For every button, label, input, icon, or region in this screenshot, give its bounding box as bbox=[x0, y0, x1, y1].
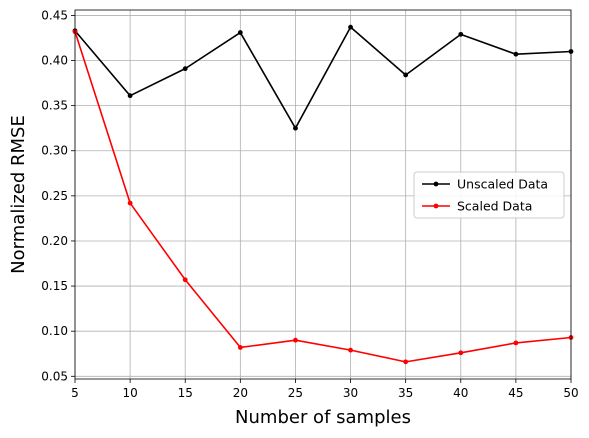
data-point-scaled-data bbox=[182, 277, 188, 283]
data-point-unscaled-data bbox=[403, 72, 409, 78]
y-tick-label: 0.10 bbox=[41, 324, 68, 338]
x-axis-label: Number of samples bbox=[235, 407, 411, 428]
grid bbox=[74, 10, 572, 379]
legend: Unscaled Data Scaled Data bbox=[413, 171, 565, 219]
y-tick-label: 0.40 bbox=[41, 54, 68, 68]
data-point-scaled-data bbox=[293, 337, 298, 343]
data-point-unscaled-data bbox=[127, 93, 133, 99]
x-tick-label: 30 bbox=[343, 386, 358, 400]
x-tick-label: 25 bbox=[288, 386, 303, 400]
legend-label: Scaled Data bbox=[457, 199, 532, 214]
x-tick-label: 35 bbox=[398, 386, 413, 400]
ticks: 5 10 15 20 25 30 35 40 45 50 0.05 0.10 0.15 0.20 0.25 0… bbox=[41, 8, 578, 400]
y-tick-label: 0.20 bbox=[41, 234, 68, 248]
data-point-unscaled-data bbox=[182, 66, 188, 72]
legend-box bbox=[413, 171, 565, 219]
data-point-unscaled-data bbox=[293, 125, 298, 131]
y-tick-label: 0.35 bbox=[41, 99, 68, 113]
data-point-scaled-data bbox=[127, 200, 133, 206]
data-point-unscaled-data bbox=[348, 24, 353, 30]
series-line-scaled-data bbox=[74, 31, 572, 363]
x-tick-label: 45 bbox=[508, 386, 523, 400]
x-tick-label: 20 bbox=[233, 386, 248, 400]
data-point-unscaled-data bbox=[237, 30, 243, 35]
data-point-scaled-data bbox=[458, 350, 464, 356]
x-tick-label: 5 bbox=[71, 386, 79, 400]
series-line-unscaled-data bbox=[74, 26, 572, 129]
legend-label: Unscaled Data bbox=[457, 177, 548, 192]
y-tick-label: 0.30 bbox=[41, 144, 68, 158]
data-point-scaled-data bbox=[348, 347, 353, 353]
data-point-unscaled-data bbox=[513, 51, 519, 57]
data-point-scaled-data bbox=[403, 359, 409, 365]
y-tick-label: 0.15 bbox=[41, 279, 68, 293]
x-tick-label: 15 bbox=[178, 386, 193, 400]
plot-frame bbox=[74, 9, 572, 380]
data-point-scaled-data bbox=[513, 340, 519, 346]
x-tick-label: 50 bbox=[563, 386, 578, 400]
x-tick-label: 10 bbox=[122, 386, 137, 400]
legend-item-scaled-data: Scaled Data bbox=[422, 199, 532, 214]
y-axis-label: Normalized RMSE bbox=[8, 115, 29, 274]
y-tick-label: 0.45 bbox=[41, 8, 68, 22]
legend-item-unscaled-data: Unscaled Data bbox=[422, 177, 548, 192]
legend-swatch-marker bbox=[433, 181, 439, 187]
series-unscaled-data bbox=[72, 24, 574, 131]
x-tick-label: 40 bbox=[453, 386, 468, 400]
y-tick-label: 0.05 bbox=[41, 369, 68, 383]
y-tick-label: 0.25 bbox=[41, 189, 68, 203]
data-point-unscaled-data bbox=[458, 31, 464, 37]
data-point-scaled-data bbox=[237, 345, 243, 350]
legend-swatch-marker bbox=[433, 203, 439, 209]
